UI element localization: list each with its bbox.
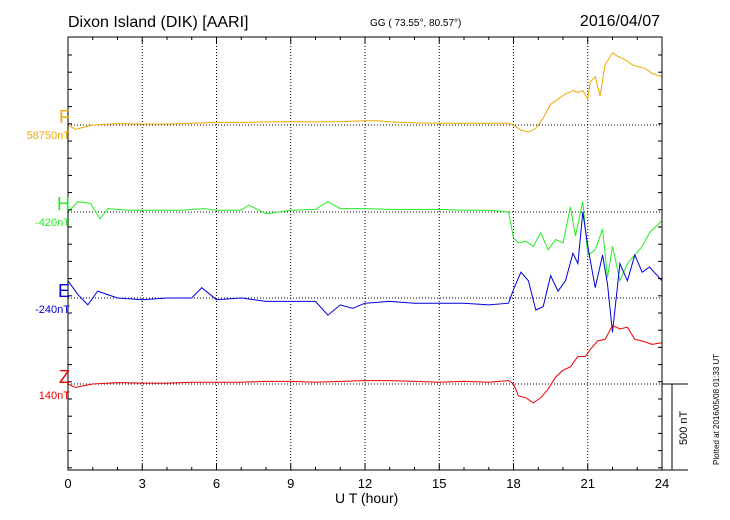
x-tick-label: 3 (139, 476, 146, 491)
legend-z-name: Z (59, 367, 70, 387)
series-line-h (67, 201, 663, 283)
date-label: 2016/04/07 (579, 13, 660, 30)
x-axis-label: U T (hour) (335, 490, 399, 506)
legend-h-name: H (57, 194, 70, 214)
legend-e-name: E (57, 281, 70, 301)
legend-z-baseline: 140nT (38, 390, 70, 402)
scale-bar-label: 500 nT (678, 410, 690, 445)
x-tick-label: 15 (432, 476, 446, 491)
series-line-f (67, 52, 663, 133)
series-line-e (67, 211, 663, 333)
legend-f-name: F (59, 107, 70, 127)
x-tick-label: 18 (506, 476, 520, 491)
legend-h-baseline: -420nT (35, 217, 70, 229)
x-tick-label: 21 (581, 476, 595, 491)
series-line-z (67, 324, 663, 404)
x-tick-label: 0 (64, 476, 71, 491)
x-tick-label: 12 (358, 476, 372, 491)
x-tick-label: 6 (213, 476, 220, 491)
plotted-timestamp: Plotted at 2016/05/08 01:33 UT (712, 353, 721, 465)
station-title: Dixon Island (DIK) [AARI] (68, 14, 249, 31)
x-tick-label: 24 (655, 476, 669, 491)
legend-e-baseline: -240nT (35, 304, 70, 316)
geographic-coordinates: GG ( 73.55°, 80.57°) (370, 18, 462, 29)
legend-f-baseline: 58750nT (26, 130, 70, 142)
x-tick-label: 9 (287, 476, 294, 491)
